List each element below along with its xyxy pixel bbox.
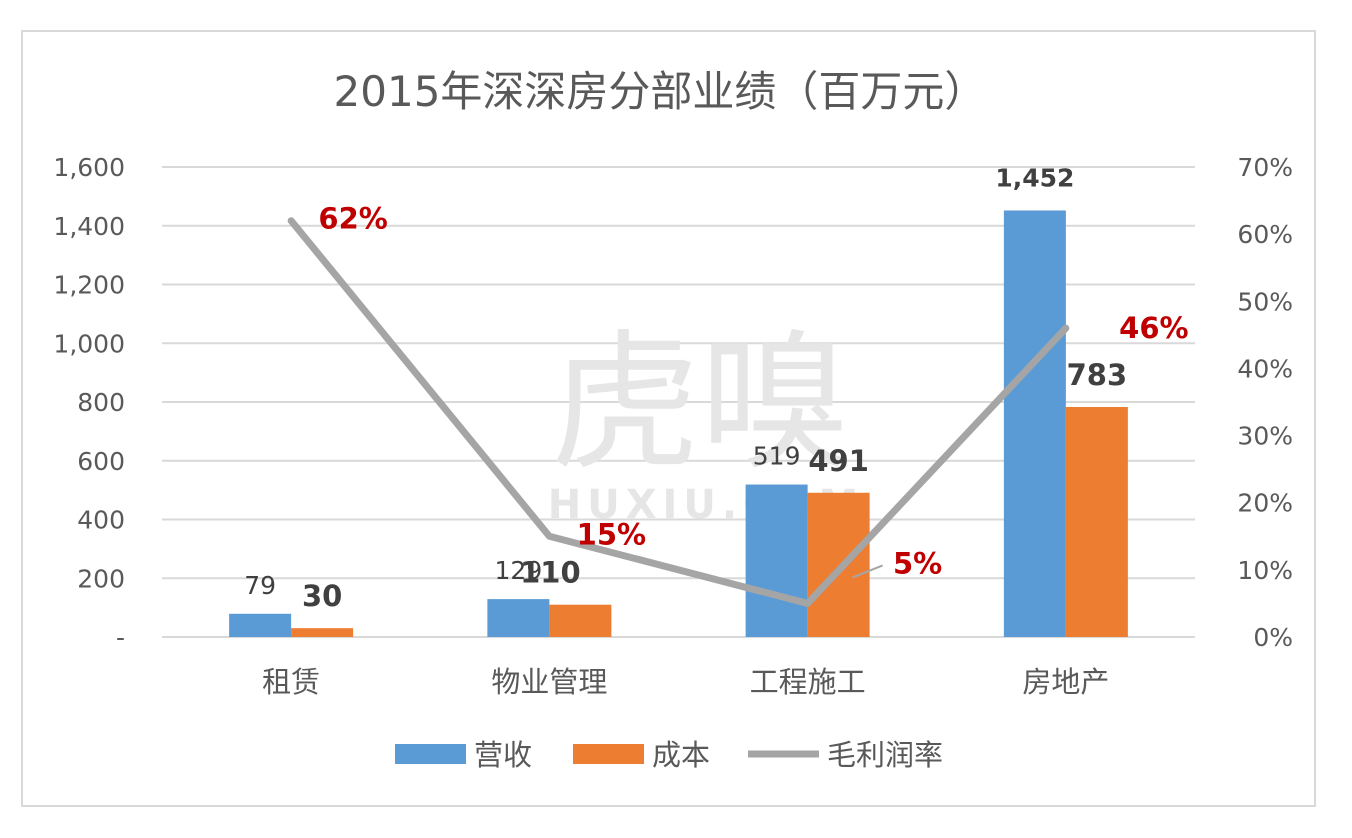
margin-line	[287, 217, 1070, 607]
data-label-cost: 491	[808, 444, 869, 478]
x-tick-label: 工程施工	[750, 665, 866, 699]
data-label-revenue: 129	[495, 556, 543, 585]
x-tick-label: 租赁	[262, 665, 320, 699]
data-label-cost: 30	[302, 579, 342, 613]
axes: - 200 400 600 800 1,000 1,200 1,400 1,600 0% 10% 20…	[53, 153, 1293, 699]
y-right-tick-label: 20%	[1237, 489, 1293, 518]
y-right-tick-label: 0%	[1253, 623, 1293, 652]
data-label-cost: 110	[520, 556, 581, 590]
data-label-margin: 15%	[577, 517, 646, 551]
line-point	[1064, 327, 1067, 330]
y-left-tick-label: 1,600	[53, 153, 125, 182]
legend-label: 营收	[474, 738, 532, 772]
bar-revenue	[487, 599, 550, 637]
y-right-tick-label: 30%	[1237, 422, 1293, 451]
line-margin-series	[287, 217, 1070, 607]
data-label-margin: 5%	[893, 546, 942, 580]
x-tick-label: 物业管理	[491, 665, 607, 699]
data-label-revenue: 79	[244, 571, 276, 600]
y-right-tick-label: 50%	[1237, 287, 1293, 316]
bar-revenue	[229, 613, 292, 637]
y-left-tick-label: 400	[77, 506, 125, 535]
watermark-main: 虎嗅	[550, 317, 850, 491]
chart-title: 2015年深深房分部业绩（百万元）	[334, 67, 987, 116]
legend: 营收 成本 毛利润率	[395, 738, 943, 772]
legend-item: 成本	[573, 738, 710, 772]
legend-swatch	[573, 744, 644, 764]
data-label-cost: 783	[1067, 358, 1128, 392]
line-point	[806, 602, 809, 605]
data-label-margin: 46%	[1119, 311, 1188, 345]
bar-cost	[549, 604, 612, 637]
y-right-tick-label: 10%	[1237, 556, 1293, 585]
data-label-margin: 62%	[318, 202, 387, 236]
y-left-tick-label: 800	[77, 388, 125, 417]
x-tick-label: 房地产	[1022, 665, 1109, 699]
y-right-tick-label: 70%	[1237, 153, 1293, 182]
legend-swatch	[395, 744, 466, 764]
y-right-tick-label: 60%	[1237, 220, 1293, 249]
bar-cost	[807, 492, 870, 637]
watermark: 虎嗅 HUXIU.COM	[548, 317, 859, 528]
y-right-tick-label: 40%	[1237, 354, 1293, 383]
bars	[229, 210, 1128, 637]
line-point	[290, 219, 293, 222]
legend-label: 毛利润率	[827, 738, 943, 772]
line-point	[548, 535, 551, 538]
legend-item: 毛利润率	[748, 738, 943, 772]
y-left-tick-label: -	[116, 623, 125, 652]
legend-item: 营收	[395, 738, 532, 772]
y-left-tick-label: 1,400	[53, 212, 125, 241]
y-left-tick-label: 600	[77, 447, 125, 476]
y-left-tick-label: 1,000	[53, 329, 125, 358]
y-left-tick-label: 200	[77, 564, 125, 593]
bar-cost	[1065, 406, 1128, 637]
bar-cost	[291, 628, 354, 637]
data-labels: 79 129 519 1,452 30 110 491 783 62% 15% 5% 46%	[244, 163, 1188, 613]
legend-label: 成本	[652, 738, 710, 772]
bar-revenue	[745, 484, 808, 637]
bar-revenue	[1003, 210, 1066, 637]
data-label-revenue: 519	[753, 442, 801, 471]
data-label-revenue: 1,452	[995, 163, 1074, 192]
leader-line	[852, 564, 883, 579]
y-left-tick-label: 1,200	[53, 271, 125, 300]
